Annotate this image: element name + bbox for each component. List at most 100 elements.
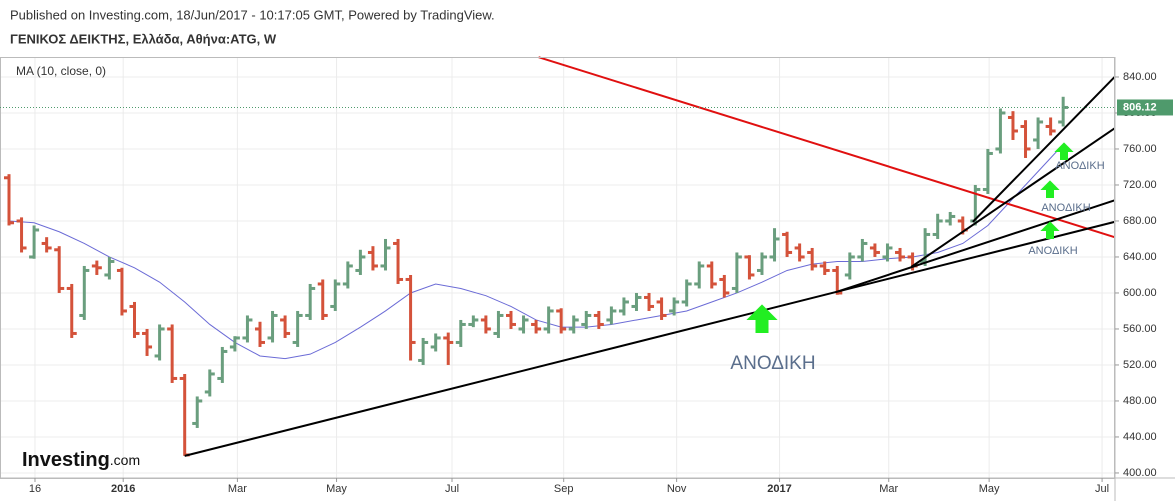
ohlc-bar — [644, 292, 655, 311]
ohlc-bar — [1007, 111, 1018, 140]
ohlc-bar — [1033, 117, 1044, 149]
y-tick-label: 400.00 — [1123, 467, 1157, 479]
logo-suffix: .com — [110, 452, 140, 468]
ohlc-bar — [819, 261, 830, 275]
annotation: ΑΝΟΔΙΚΗ — [730, 353, 815, 374]
ohlc-bar — [455, 319, 466, 347]
ohlc-bar — [1045, 117, 1056, 136]
annotation: ΑΝΟΔΙΚΗ — [1041, 202, 1090, 214]
ohlc-bar — [330, 279, 341, 311]
x-tick-label: May — [326, 483, 347, 495]
ohlc-bar — [418, 337, 429, 365]
ohlc-bar — [681, 279, 692, 307]
ohlc-bar — [869, 243, 880, 257]
y-tick-label: 720.00 — [1123, 179, 1157, 191]
ohlc-bar — [882, 243, 893, 262]
ohlc-bar — [669, 297, 680, 316]
ohlc-bar — [844, 252, 855, 280]
x-tick-label: 2017 — [767, 483, 791, 495]
trend-line — [910, 127, 1116, 268]
ohlc-bar — [104, 256, 115, 280]
trend-line — [835, 199, 1115, 294]
ohlc-bar — [154, 324, 165, 361]
ohlc-bar — [393, 238, 404, 284]
ohlc-bar — [280, 315, 291, 338]
last-price-label: 806.12 — [1123, 101, 1157, 113]
y-tick-label: 840.00 — [1123, 71, 1157, 83]
ohlc-bar — [480, 315, 491, 334]
ohlc-bar — [556, 308, 567, 334]
ohlc-bar — [317, 279, 328, 320]
ohlc-bar — [179, 373, 190, 457]
ohlc-bar — [719, 274, 730, 298]
ohlc-bar — [581, 310, 592, 329]
ohlc-bar — [204, 369, 215, 397]
published-note: Published on Investing.com, 18/Jun/2017 … — [10, 7, 495, 22]
ohlc-bar — [593, 310, 604, 329]
ohlc-bar — [694, 261, 705, 289]
y-tick-label: 760.00 — [1123, 143, 1157, 155]
up-arrow — [1040, 180, 1060, 198]
trend-line — [972, 76, 1116, 223]
ohlc-bar — [129, 301, 140, 338]
ohlc-bar — [794, 243, 805, 262]
ohlc-bar — [932, 213, 943, 239]
ohlc-bar — [631, 292, 642, 311]
ohlc-bar — [167, 324, 178, 383]
ohlc-bar — [54, 246, 65, 293]
trend-line — [538, 56, 1115, 239]
last-price-box — [1117, 99, 1173, 116]
y-tick-label: 440.00 — [1123, 431, 1157, 443]
ohlc-bar — [769, 228, 780, 262]
ohlc-bar — [66, 283, 77, 338]
ohlc-bar — [982, 148, 993, 194]
ohlc-bar — [656, 297, 667, 320]
ohlc-bar — [832, 265, 843, 295]
y-tick-label: 600.00 — [1123, 287, 1157, 299]
ohlc-bar — [505, 310, 516, 329]
ohlc-bar — [355, 249, 366, 275]
plot-frame — [0, 57, 1115, 479]
logo-main: Investing — [22, 449, 110, 471]
y-tick-label: 680.00 — [1123, 215, 1157, 227]
chart-title: ΓΕΝΙΚΟΣ ΔΕΙΚΤΗΣ, Ελλάδα, Αθήνα:ATG, W — [10, 31, 277, 46]
ohlc-bar — [756, 252, 767, 275]
ohlc-bar — [367, 246, 378, 271]
ohlc-bar — [29, 225, 40, 259]
ohlc-bar — [192, 396, 203, 428]
ohlc-bar — [91, 260, 102, 275]
ohlc-bar — [292, 310, 303, 347]
logo: Investing.com — [22, 449, 140, 471]
ohlc-bar — [305, 283, 316, 320]
ohlc-bar — [731, 252, 742, 293]
ohlc-bar — [468, 315, 479, 328]
ohlc-bar — [995, 108, 1006, 154]
x-tick-label: Nov — [667, 483, 687, 495]
ohlc-bar — [568, 315, 579, 334]
ohlc-bar — [543, 306, 554, 334]
ohlc-bar — [531, 319, 542, 334]
ohlc-bar — [41, 237, 52, 253]
ohlc-bar — [744, 255, 755, 280]
y-tick-label: 560.00 — [1123, 323, 1157, 335]
ohlc-bar — [895, 247, 906, 262]
ohlc-bar — [443, 332, 454, 365]
annotation: ΑΝΟΔΙΚΗ — [1028, 245, 1077, 257]
ohlc-bar — [380, 238, 391, 271]
y-tick-label: 520.00 — [1123, 359, 1157, 371]
ohlc-bar — [518, 315, 529, 334]
ohlc-bar — [606, 306, 617, 325]
up-arrow — [1054, 142, 1074, 160]
ohlc-bar — [242, 315, 253, 343]
ohlc-bar — [945, 211, 956, 226]
trend-line — [184, 220, 1115, 457]
ohlc-bar — [116, 267, 127, 316]
grid — [0, 57, 1115, 478]
x-tick-label: 16 — [29, 483, 41, 495]
ohlc-bar — [229, 336, 240, 352]
ohlc-bar — [1020, 120, 1031, 158]
x-tick-label: Sep — [554, 483, 574, 495]
y-tick-label: 640.00 — [1123, 251, 1157, 263]
ohlc-bar — [267, 310, 278, 343]
